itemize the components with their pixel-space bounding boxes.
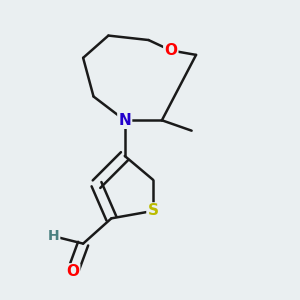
Text: O: O [66,264,79,279]
Text: N: N [118,113,131,128]
Text: O: O [164,43,177,58]
Text: H: H [48,229,59,243]
Text: S: S [148,203,158,218]
